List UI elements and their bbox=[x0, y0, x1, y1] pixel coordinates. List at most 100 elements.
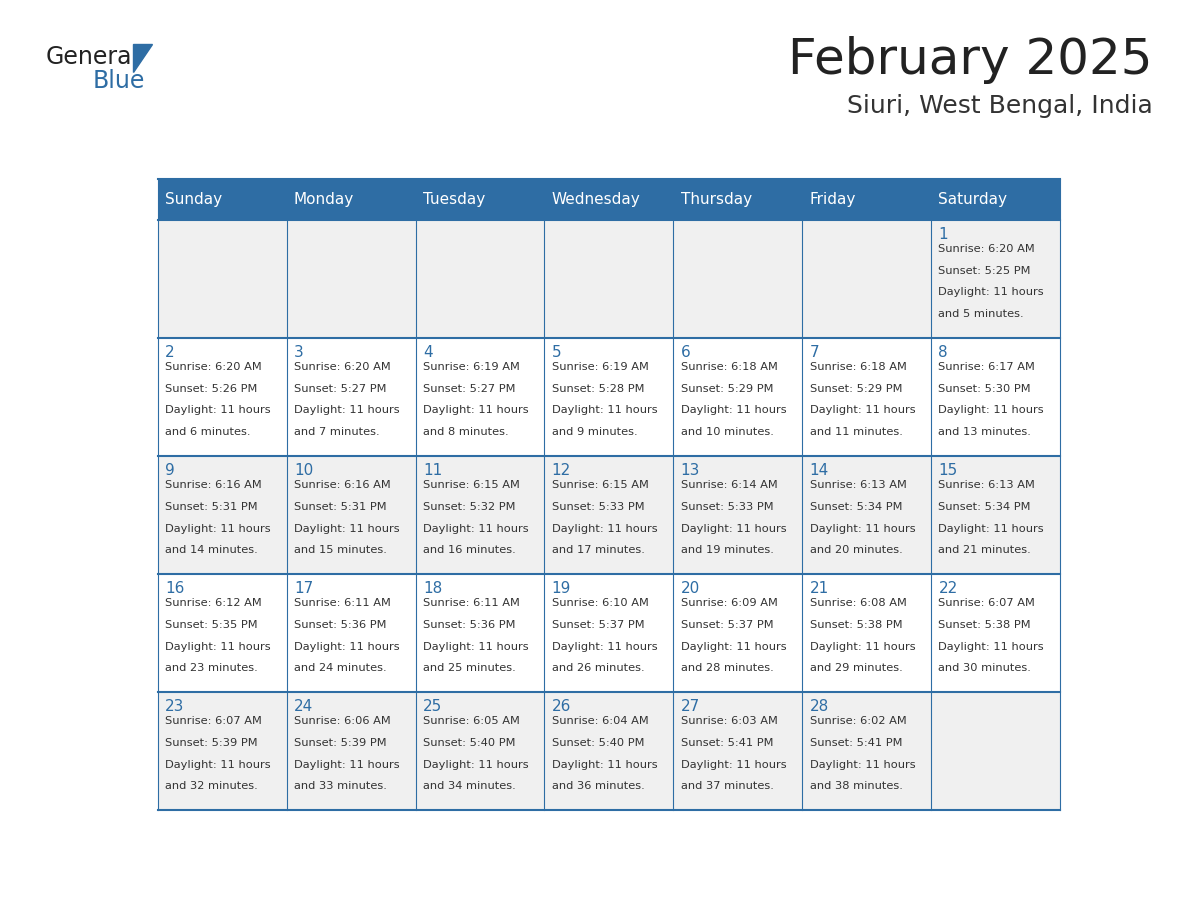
Text: Sunrise: 6:07 AM: Sunrise: 6:07 AM bbox=[939, 598, 1035, 608]
Bar bbox=[416, 338, 544, 456]
Text: and 34 minutes.: and 34 minutes. bbox=[423, 781, 516, 791]
Bar bbox=[931, 574, 1060, 692]
Text: Sunset: 5:35 PM: Sunset: 5:35 PM bbox=[165, 620, 258, 630]
Text: Sunrise: 6:10 AM: Sunrise: 6:10 AM bbox=[551, 598, 649, 608]
Bar bbox=[544, 456, 674, 574]
Text: 22: 22 bbox=[939, 581, 958, 596]
Text: Sunrise: 6:13 AM: Sunrise: 6:13 AM bbox=[809, 480, 906, 490]
Text: Sunrise: 6:06 AM: Sunrise: 6:06 AM bbox=[293, 716, 391, 726]
Text: and 29 minutes.: and 29 minutes. bbox=[809, 664, 903, 674]
Text: Sunrise: 6:19 AM: Sunrise: 6:19 AM bbox=[423, 362, 519, 372]
Bar bbox=[286, 338, 416, 456]
Bar bbox=[931, 179, 1060, 219]
Text: 15: 15 bbox=[939, 463, 958, 478]
Text: Sunrise: 6:14 AM: Sunrise: 6:14 AM bbox=[681, 480, 777, 490]
Text: Sunset: 5:32 PM: Sunset: 5:32 PM bbox=[423, 501, 516, 511]
Text: Monday: Monday bbox=[293, 192, 354, 207]
Text: 1: 1 bbox=[939, 227, 948, 241]
Bar bbox=[544, 219, 674, 338]
Text: Sunset: 5:27 PM: Sunset: 5:27 PM bbox=[293, 384, 386, 394]
Text: Sunset: 5:39 PM: Sunset: 5:39 PM bbox=[165, 738, 258, 748]
Text: 4: 4 bbox=[423, 345, 432, 360]
Text: Sunset: 5:36 PM: Sunset: 5:36 PM bbox=[423, 620, 516, 630]
Text: Sunrise: 6:16 AM: Sunrise: 6:16 AM bbox=[165, 480, 261, 490]
Text: Daylight: 11 hours: Daylight: 11 hours bbox=[681, 759, 786, 769]
Text: Daylight: 11 hours: Daylight: 11 hours bbox=[423, 642, 529, 652]
Bar bbox=[158, 219, 286, 338]
Text: Sunrise: 6:17 AM: Sunrise: 6:17 AM bbox=[939, 362, 1035, 372]
Text: 25: 25 bbox=[423, 699, 442, 714]
Text: 20: 20 bbox=[681, 581, 700, 596]
Text: Sunset: 5:28 PM: Sunset: 5:28 PM bbox=[551, 384, 644, 394]
Text: and 25 minutes.: and 25 minutes. bbox=[423, 664, 516, 674]
Text: and 20 minutes.: and 20 minutes. bbox=[809, 545, 903, 555]
Bar bbox=[286, 179, 416, 219]
Bar bbox=[931, 456, 1060, 574]
Text: Daylight: 11 hours: Daylight: 11 hours bbox=[809, 759, 915, 769]
Text: Sunset: 5:34 PM: Sunset: 5:34 PM bbox=[809, 501, 902, 511]
Text: Daylight: 11 hours: Daylight: 11 hours bbox=[293, 523, 399, 533]
Text: Sunset: 5:29 PM: Sunset: 5:29 PM bbox=[681, 384, 773, 394]
Bar bbox=[158, 338, 286, 456]
Bar bbox=[674, 692, 802, 810]
Text: Daylight: 11 hours: Daylight: 11 hours bbox=[681, 523, 786, 533]
Text: Daylight: 11 hours: Daylight: 11 hours bbox=[551, 759, 657, 769]
Text: February 2025: February 2025 bbox=[788, 36, 1152, 84]
Text: Sunset: 5:39 PM: Sunset: 5:39 PM bbox=[293, 738, 386, 748]
Bar bbox=[674, 338, 802, 456]
Text: Sunrise: 6:15 AM: Sunrise: 6:15 AM bbox=[551, 480, 649, 490]
Text: and 23 minutes.: and 23 minutes. bbox=[165, 664, 258, 674]
Bar bbox=[544, 338, 674, 456]
Bar bbox=[416, 456, 544, 574]
Text: Sunrise: 6:04 AM: Sunrise: 6:04 AM bbox=[551, 716, 649, 726]
Bar bbox=[286, 692, 416, 810]
Text: Sunrise: 6:05 AM: Sunrise: 6:05 AM bbox=[423, 716, 519, 726]
Text: Daylight: 11 hours: Daylight: 11 hours bbox=[939, 642, 1044, 652]
Text: and 10 minutes.: and 10 minutes. bbox=[681, 427, 773, 437]
Text: and 7 minutes.: and 7 minutes. bbox=[293, 427, 380, 437]
Text: Daylight: 11 hours: Daylight: 11 hours bbox=[551, 523, 657, 533]
Bar bbox=[802, 338, 931, 456]
Text: Sunrise: 6:09 AM: Sunrise: 6:09 AM bbox=[681, 598, 777, 608]
Text: 21: 21 bbox=[809, 581, 829, 596]
Text: and 5 minutes.: and 5 minutes. bbox=[939, 309, 1024, 319]
Text: 19: 19 bbox=[551, 581, 571, 596]
Text: Sunset: 5:40 PM: Sunset: 5:40 PM bbox=[551, 738, 644, 748]
Text: Sunset: 5:26 PM: Sunset: 5:26 PM bbox=[165, 384, 258, 394]
Text: Sunset: 5:37 PM: Sunset: 5:37 PM bbox=[551, 620, 644, 630]
Bar bbox=[802, 574, 931, 692]
Text: and 8 minutes.: and 8 minutes. bbox=[423, 427, 508, 437]
Text: Sunset: 5:25 PM: Sunset: 5:25 PM bbox=[939, 265, 1031, 275]
Text: and 19 minutes.: and 19 minutes. bbox=[681, 545, 773, 555]
Text: Sunset: 5:27 PM: Sunset: 5:27 PM bbox=[423, 384, 516, 394]
Text: Sunrise: 6:11 AM: Sunrise: 6:11 AM bbox=[293, 598, 391, 608]
Text: Sunday: Sunday bbox=[165, 192, 222, 207]
Bar bbox=[158, 179, 286, 219]
Text: Daylight: 11 hours: Daylight: 11 hours bbox=[165, 759, 271, 769]
Bar bbox=[674, 219, 802, 338]
Text: Tuesday: Tuesday bbox=[423, 192, 485, 207]
Text: Sunrise: 6:07 AM: Sunrise: 6:07 AM bbox=[165, 716, 261, 726]
Text: Daylight: 11 hours: Daylight: 11 hours bbox=[681, 406, 786, 416]
Text: and 6 minutes.: and 6 minutes. bbox=[165, 427, 251, 437]
Text: Daylight: 11 hours: Daylight: 11 hours bbox=[423, 523, 529, 533]
Text: Daylight: 11 hours: Daylight: 11 hours bbox=[165, 642, 271, 652]
Text: and 38 minutes.: and 38 minutes. bbox=[809, 781, 903, 791]
Text: and 13 minutes.: and 13 minutes. bbox=[939, 427, 1031, 437]
Bar bbox=[931, 692, 1060, 810]
Text: Daylight: 11 hours: Daylight: 11 hours bbox=[939, 287, 1044, 297]
Text: and 14 minutes.: and 14 minutes. bbox=[165, 545, 258, 555]
Bar bbox=[416, 692, 544, 810]
Bar bbox=[286, 574, 416, 692]
Text: Daylight: 11 hours: Daylight: 11 hours bbox=[551, 406, 657, 416]
Text: Daylight: 11 hours: Daylight: 11 hours bbox=[423, 406, 529, 416]
Text: Thursday: Thursday bbox=[681, 192, 752, 207]
Text: Daylight: 11 hours: Daylight: 11 hours bbox=[551, 642, 657, 652]
Text: Daylight: 11 hours: Daylight: 11 hours bbox=[809, 642, 915, 652]
Text: Daylight: 11 hours: Daylight: 11 hours bbox=[809, 523, 915, 533]
Text: Daylight: 11 hours: Daylight: 11 hours bbox=[809, 406, 915, 416]
Text: 8: 8 bbox=[939, 345, 948, 360]
Bar bbox=[158, 574, 286, 692]
Bar bbox=[158, 692, 286, 810]
Text: and 36 minutes.: and 36 minutes. bbox=[551, 781, 645, 791]
